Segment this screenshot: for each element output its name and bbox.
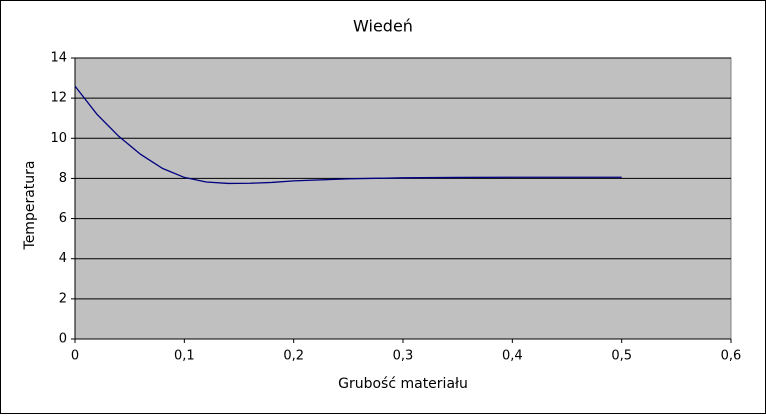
x-tick-label: 0,6 bbox=[721, 349, 742, 364]
y-tick-label: 8 bbox=[59, 171, 67, 186]
y-tick-label: 4 bbox=[59, 251, 67, 266]
chart-title: Wiedeń bbox=[353, 17, 413, 36]
plot-area bbox=[74, 57, 732, 340]
data-line bbox=[74, 85, 622, 185]
y-axis-title: Temperatura bbox=[22, 161, 38, 251]
y-tick-label: 10 bbox=[50, 131, 67, 146]
x-axis-title: Grubość materiału bbox=[338, 376, 468, 392]
y-tick-label: 2 bbox=[59, 291, 67, 306]
y-tick-label: 6 bbox=[59, 211, 67, 226]
x-tick-label: 0,3 bbox=[393, 349, 414, 364]
x-tick-label: 0,1 bbox=[174, 349, 195, 364]
y-tick-label: 0 bbox=[59, 332, 67, 347]
x-tick-label: 0,5 bbox=[611, 349, 632, 364]
y-tick-label: 14 bbox=[50, 51, 67, 66]
x-tick-label: 0,2 bbox=[283, 349, 304, 364]
x-tick-label: 0,4 bbox=[502, 349, 523, 364]
x-tick-label: 0 bbox=[71, 349, 79, 364]
y-tick-label: 12 bbox=[50, 91, 67, 106]
